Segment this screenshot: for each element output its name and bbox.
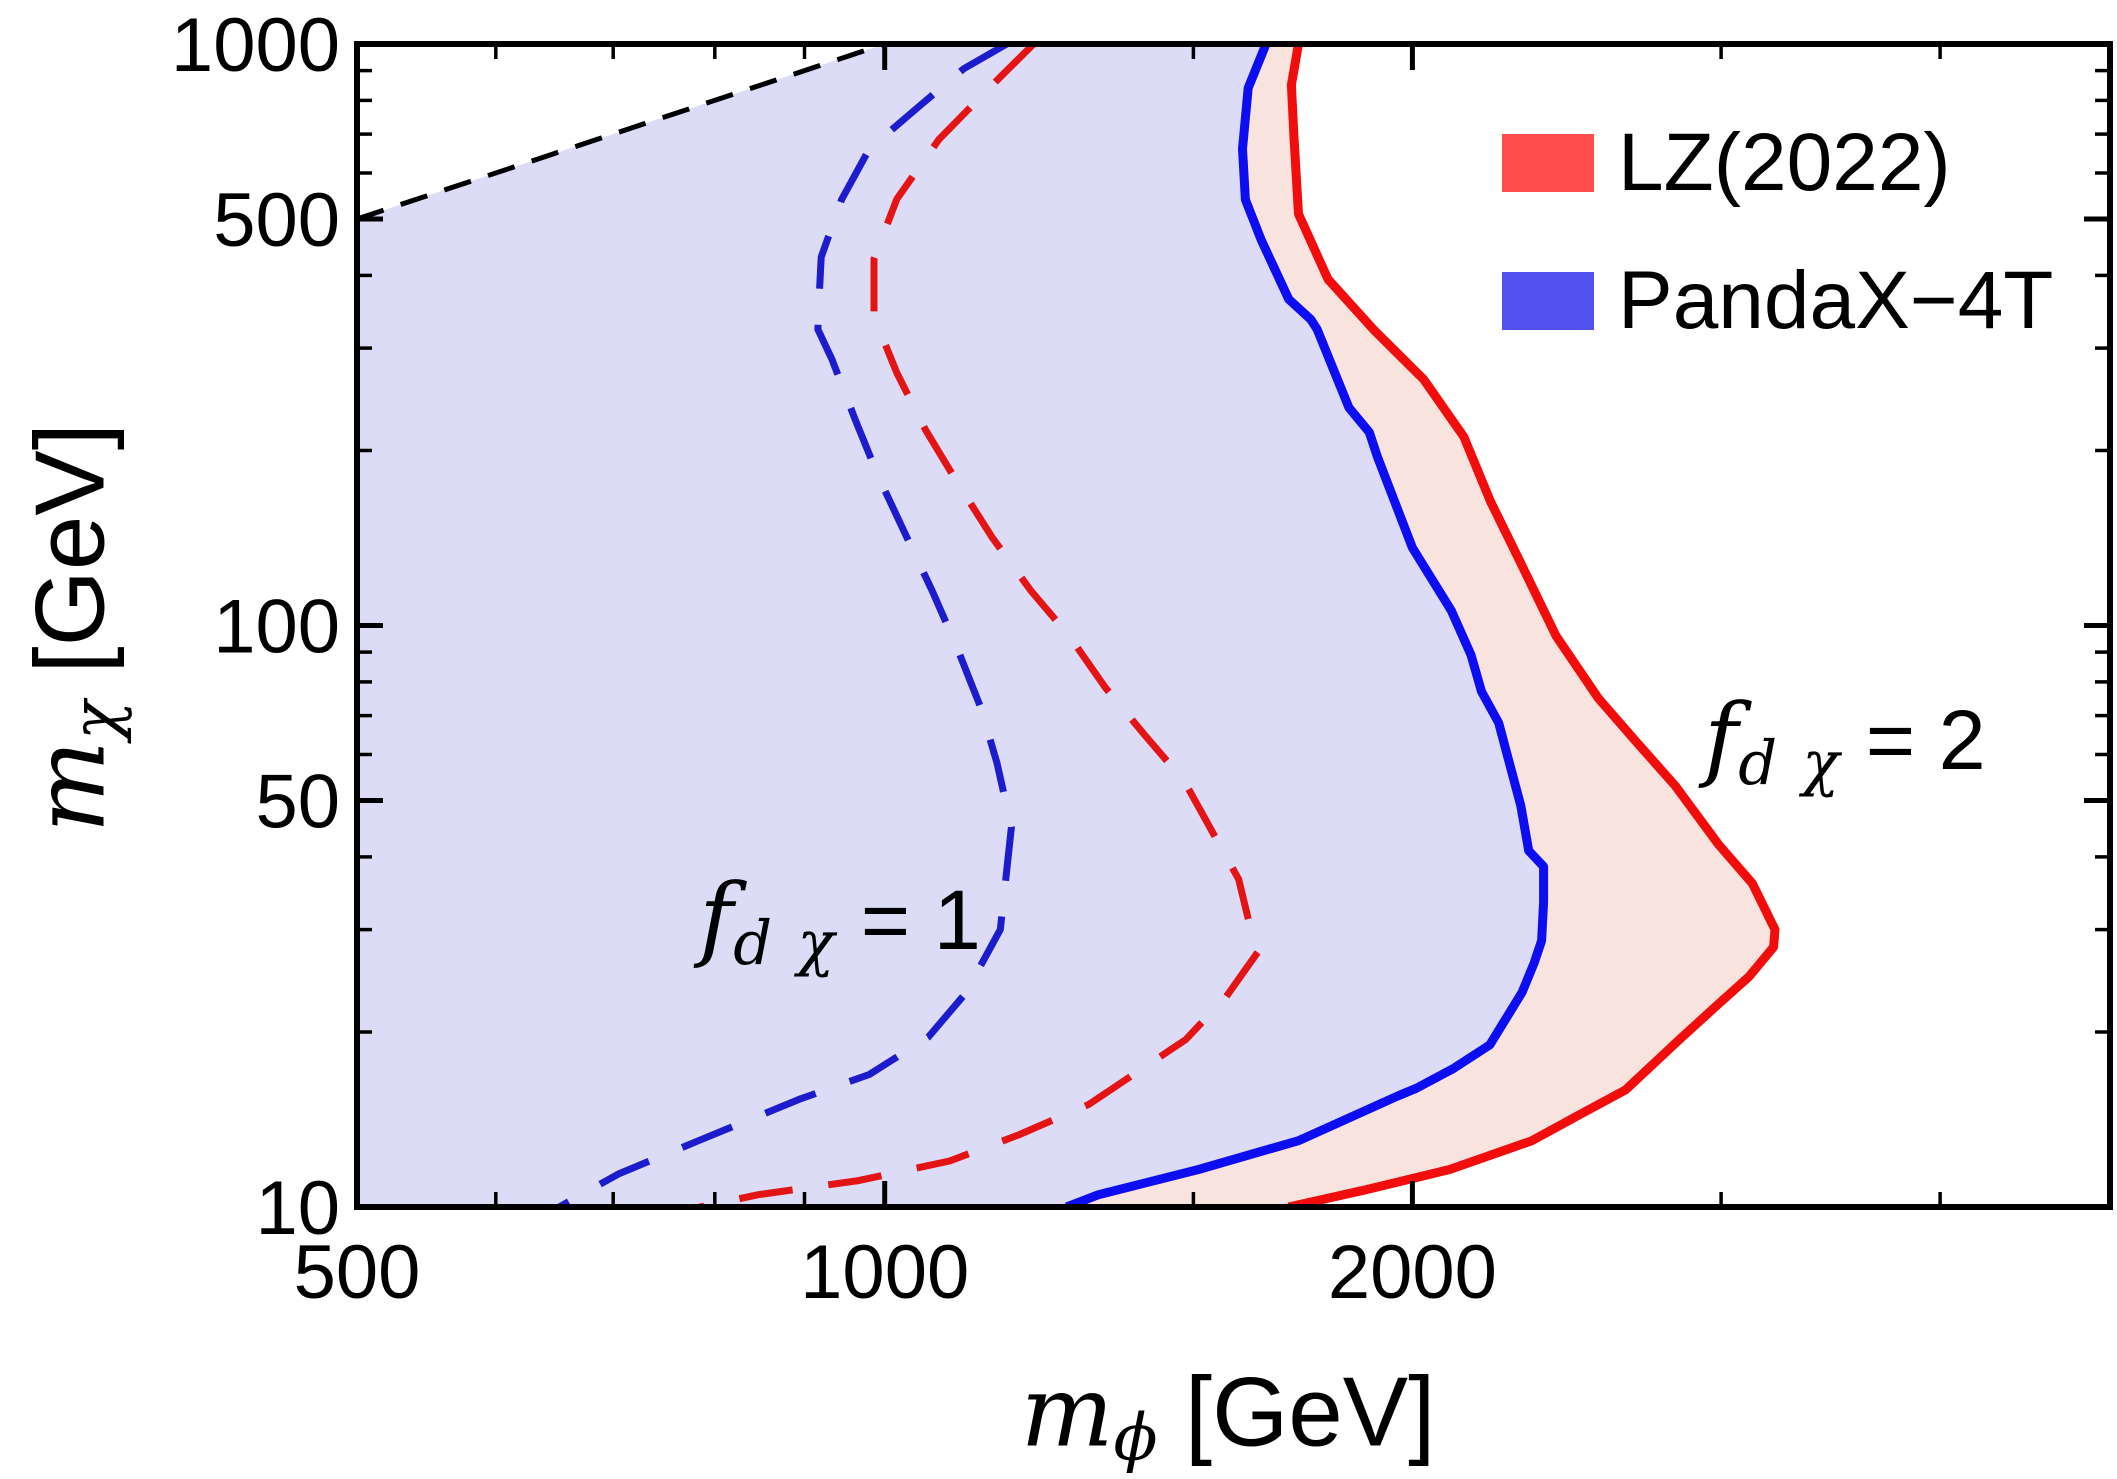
x-axis-subscript: ϕ bbox=[1113, 1400, 1158, 1476]
annotation-1-value: = 1 bbox=[837, 872, 981, 968]
lz-2022-f-dchi-2-exclusion bbox=[1286, 44, 1780, 1207]
y-tick-label: 10 bbox=[255, 1166, 340, 1251]
y-axis-symbol: m bbox=[13, 740, 128, 833]
kinematic-boundary-m-chi-m-phi bbox=[357, 44, 886, 222]
legend-item-lz: LZ(2022) bbox=[1502, 122, 2053, 204]
y-axis-label: mχ [GeV] bbox=[14, 423, 134, 833]
legend-swatch-pandax bbox=[1502, 272, 1594, 330]
y-tick-label: 500 bbox=[213, 178, 340, 263]
y-tick-label: 50 bbox=[255, 760, 340, 845]
legend-swatch-lz bbox=[1502, 134, 1594, 192]
pandax-4t-f-dchi-1-contour bbox=[557, 44, 1015, 1207]
y-axis-subscript: χ bbox=[58, 700, 134, 741]
pandax-4t-f-dchi-2-exclusion bbox=[1065, 44, 1549, 1207]
y-tick-label: 100 bbox=[213, 585, 340, 670]
annotation-fdchi-2: fd χ = 2 bbox=[1704, 692, 1986, 794]
x-tick-label: 2000 bbox=[1328, 1230, 1497, 1315]
y-tick-label: 1000 bbox=[171, 3, 340, 88]
x-tick-label: 500 bbox=[294, 1230, 421, 1315]
annotation-fdchi-1: fd χ = 1 bbox=[699, 872, 981, 974]
annotation-2-subscript: d χ bbox=[1738, 728, 1843, 799]
x-axis-label: mϕ [GeV] bbox=[1021, 1363, 1436, 1471]
x-axis-symbol: m bbox=[1020, 1355, 1114, 1470]
x-axis-unit: [GeV] bbox=[1157, 1356, 1436, 1467]
x-tick-label: 1000 bbox=[800, 1230, 969, 1315]
annotation-2-value: = 2 bbox=[1842, 692, 1986, 788]
annotation-1-subscript: d χ bbox=[733, 908, 838, 979]
ticks-layer bbox=[354, 41, 2110, 1210]
curves-layer bbox=[357, 44, 1780, 1207]
lz-2022-f-dchi-1-contour bbox=[698, 44, 1263, 1207]
legend-label-pandax: PandaX−4T bbox=[1618, 255, 2054, 346]
legend-item-pandax: PandaX−4T bbox=[1502, 260, 2053, 342]
legend-label-lz: LZ(2022) bbox=[1618, 117, 1951, 208]
y-axis-unit: [GeV] bbox=[14, 423, 125, 701]
annotation-2-symbol: f bbox=[1704, 684, 1739, 792]
annotation-1-symbol: f bbox=[699, 864, 734, 972]
legend: LZ(2022) PandaX−4T bbox=[1502, 122, 2053, 398]
pandax-4t-excluded-region bbox=[357, 44, 1544, 1207]
